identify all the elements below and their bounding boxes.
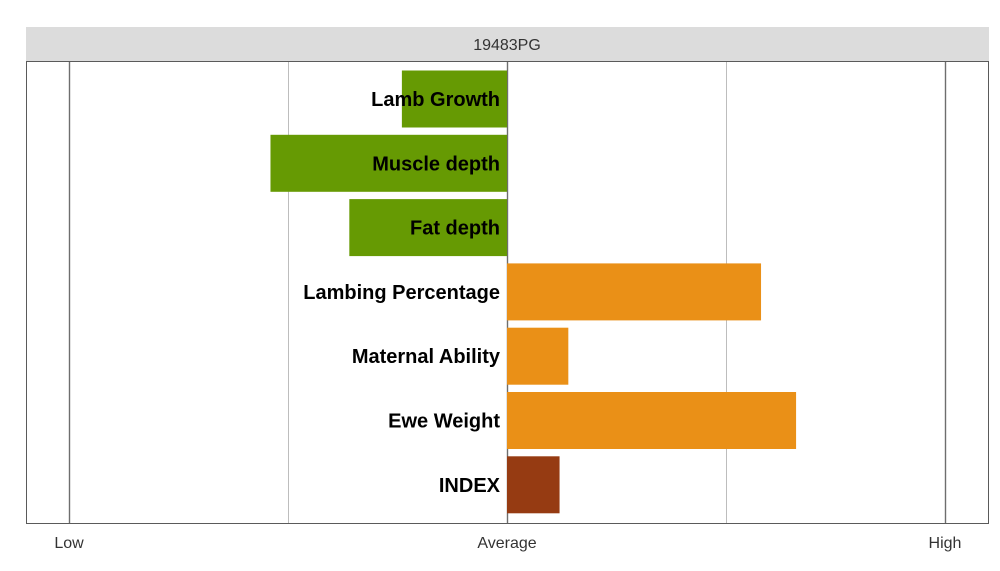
category-label: INDEX [439,475,501,497]
category-label: Lambing Percentage [303,282,500,304]
category-label: Maternal Ability [352,346,501,368]
chart-title: 19483PG [473,37,541,54]
bars [270,70,797,514]
bar [507,327,569,385]
bar [349,199,507,257]
bar [507,392,797,449]
category-label: Fat depth [410,218,500,240]
bar [507,456,560,514]
category-label: Lamb Growth [371,89,500,111]
category-label: Ewe Weight [388,411,500,433]
category-labels: Lamb Growth Muscle depth Fat depth Lambing … [303,89,501,497]
x-tick-label: Average [477,535,536,552]
x-tick-label: High [929,535,962,552]
x-axis-tick-labels: Low Average High [54,535,961,552]
bar [401,70,507,128]
x-tick-label: Low [54,535,84,552]
title-strip [26,27,989,61]
category-label: Muscle depth [372,153,500,175]
bar [270,134,507,192]
bar [507,263,762,321]
